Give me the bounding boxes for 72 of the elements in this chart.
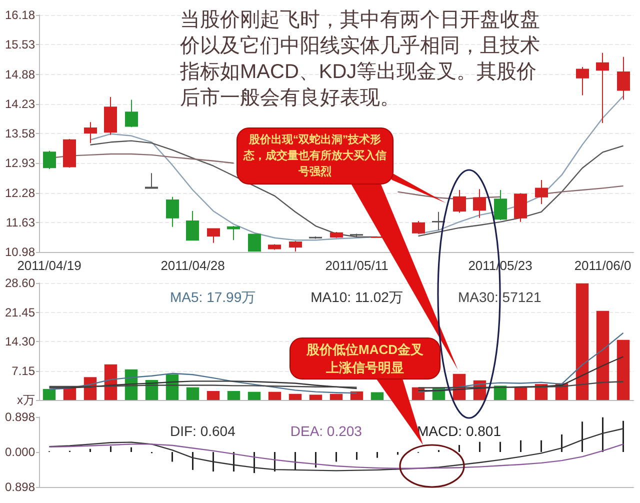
annotation: 股价出现“双蛇出洞”技术形态，成交量也有所放大买入信号强烈 — [242, 132, 388, 180]
bar — [248, 392, 261, 400]
y-tick-label: 10.98 — [4, 245, 36, 259]
y-tick-label: 28.60 — [4, 276, 36, 290]
candlestick — [125, 99, 138, 128]
x-tick-label: 2011/05/11 — [325, 258, 388, 273]
bar — [596, 310, 610, 400]
candlestick — [330, 231, 343, 238]
bar — [206, 391, 220, 400]
y-tick-label: 0.898 — [4, 480, 36, 494]
candlestick — [289, 240, 302, 252]
bar — [576, 283, 589, 400]
candlestick — [104, 96, 117, 136]
bar — [514, 387, 528, 400]
y-tick-label: 12.93 — [4, 156, 36, 170]
text: MA30: 57121 — [458, 289, 542, 305]
candlestick — [596, 52, 609, 124]
y-tick-label: 15.53 — [4, 38, 36, 52]
line-series — [48, 428, 624, 472]
y-tick-label: 16.18 — [4, 8, 36, 22]
y-tick-label: 0.000 — [4, 445, 36, 459]
candlestick — [494, 190, 507, 221]
candlestick — [535, 179, 548, 205]
candlestick — [186, 210, 199, 241]
y-tick-label: 11.63 — [6, 215, 36, 230]
y-tick-label: 0.898 — [4, 410, 36, 424]
candlestick — [412, 220, 425, 234]
x-tick-label: 2011/06/0 — [574, 258, 632, 273]
bar — [350, 391, 364, 400]
y-tick-label: 21.45 — [4, 305, 36, 320]
y-tick-label: 14.88 — [4, 67, 36, 82]
candlestick — [473, 188, 486, 218]
candlestick — [84, 122, 97, 144]
x-tick-label: 2011/04/28 — [160, 258, 225, 273]
y-tick-label: 13.58 — [4, 126, 36, 140]
bar — [42, 388, 56, 400]
annotation: 股价低位MACD金叉上涨信号明显 — [305, 340, 424, 376]
y-tick-label: 14.23 — [4, 96, 36, 111]
line-series — [48, 444, 624, 469]
bar — [616, 340, 630, 400]
candlestick — [576, 66, 589, 96]
y-tick-label: 12.28 — [4, 186, 36, 200]
candlestick — [248, 233, 261, 252]
series-label: DEA: 0.203 — [290, 423, 362, 439]
series-label: DIF: 0.604 — [170, 423, 236, 439]
bar — [288, 394, 302, 400]
bar — [186, 387, 200, 400]
candlestick — [43, 150, 56, 170]
candlestick — [145, 172, 158, 190]
bar — [370, 392, 384, 400]
bar — [227, 391, 240, 400]
text: MA10: 11.02万 — [310, 289, 403, 305]
candlestick — [63, 138, 76, 168]
bar — [268, 392, 282, 400]
bar — [330, 394, 343, 400]
candlestick — [207, 228, 220, 244]
candlestick — [268, 244, 281, 250]
x-tick-label: 2011/04/19 — [17, 258, 82, 273]
candlestick — [227, 226, 240, 241]
candlestick — [617, 56, 630, 100]
y-tick-label: x万 — [17, 393, 35, 407]
y-tick-label: 7.15 — [12, 364, 36, 378]
bar — [309, 394, 322, 400]
candlestick — [453, 190, 466, 214]
candlestick — [514, 192, 527, 222]
candlestick — [166, 196, 179, 228]
series-label: MACD: 0.801 — [416, 423, 502, 439]
candlestick — [309, 236, 322, 240]
candlestick — [432, 211, 445, 231]
text: 当股价刚起飞时，其中有两个日开盘收盘价以及它们中阳线实体几乎相同，且技术指标如MACD、KDJ等出现金叉。其股价后市一般会有良好表现。 — [179, 9, 540, 109]
text: MA5: 17.99万 — [170, 289, 256, 305]
y-tick-label: 14.30 — [4, 334, 36, 348]
